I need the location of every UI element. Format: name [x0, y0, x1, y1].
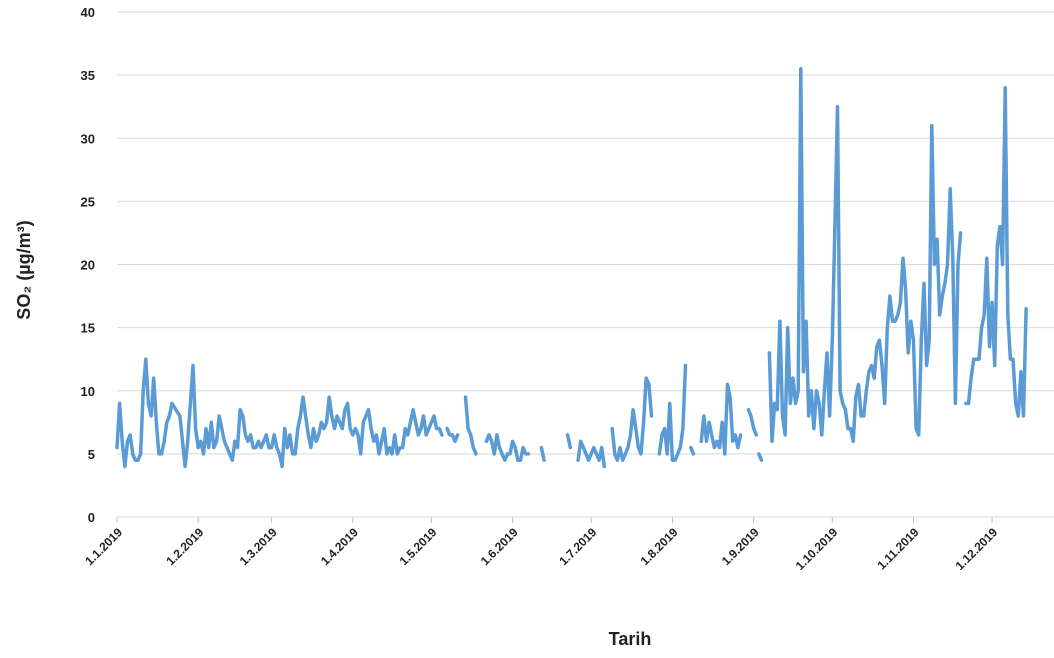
- series-segment-3: [484, 433, 531, 462]
- y-tick-label: 0: [88, 510, 95, 525]
- x-tick-label: 1.7.2019: [556, 525, 599, 568]
- series-segment-0: [115, 357, 444, 469]
- x-tick-label: 1.2.2019: [163, 525, 206, 568]
- series-segment-8: [657, 363, 688, 462]
- x-tick-label: 1.12.2019: [953, 525, 1001, 573]
- y-tick-label: 35: [81, 68, 95, 83]
- y-axis-title: SO₂ (µg/m³): [14, 220, 34, 319]
- y-tick-label: 25: [81, 194, 95, 209]
- series-segment-12: [757, 452, 764, 462]
- series-segment-11: [746, 407, 759, 437]
- x-tick-label: 1.4.2019: [318, 525, 361, 568]
- y-tick-label: 40: [81, 5, 95, 20]
- series-segment-14: [964, 86, 1028, 418]
- series-segment-10: [699, 382, 743, 456]
- y-tick-label: 10: [81, 384, 95, 399]
- x-tick-label: 1.5.2019: [397, 525, 440, 568]
- y-axis-ticks: 0 5 10 15 20 25 30 35 40: [81, 5, 95, 525]
- series-segment-13: [767, 67, 963, 444]
- x-tick-label: 1.1.2019: [82, 525, 125, 568]
- so2-series: [115, 67, 1028, 469]
- series-segment-9: [689, 445, 696, 456]
- series-segment-1: [445, 426, 460, 444]
- y-tick-label: 5: [88, 447, 95, 462]
- series-segment-6: [576, 439, 607, 469]
- y-tick-label: 15: [81, 321, 95, 336]
- x-tick-label: 1.3.2019: [237, 525, 280, 568]
- x-tick-label: 1.11.2019: [874, 525, 921, 572]
- x-axis-title: Tarih: [609, 629, 652, 649]
- gridlines: [117, 11, 1054, 518]
- series-segment-4: [539, 445, 546, 462]
- x-tick-label: 1.8.2019: [638, 525, 681, 568]
- series-segment-7: [610, 376, 654, 462]
- y-tick-label: 30: [81, 131, 95, 146]
- x-tick-label: 1.6.2019: [478, 525, 521, 568]
- x-tick-label: 1.9.2019: [719, 525, 762, 568]
- series-segment-5: [565, 433, 573, 450]
- y-tick-label: 20: [81, 258, 95, 273]
- series-segment-2: [463, 395, 478, 456]
- x-axis-ticks: 1.1.2019 1.2.2019 1.3.2019 1.4.2019 1.5.2019…: [82, 517, 1000, 573]
- x-tick-label: 1.10.2019: [793, 525, 841, 573]
